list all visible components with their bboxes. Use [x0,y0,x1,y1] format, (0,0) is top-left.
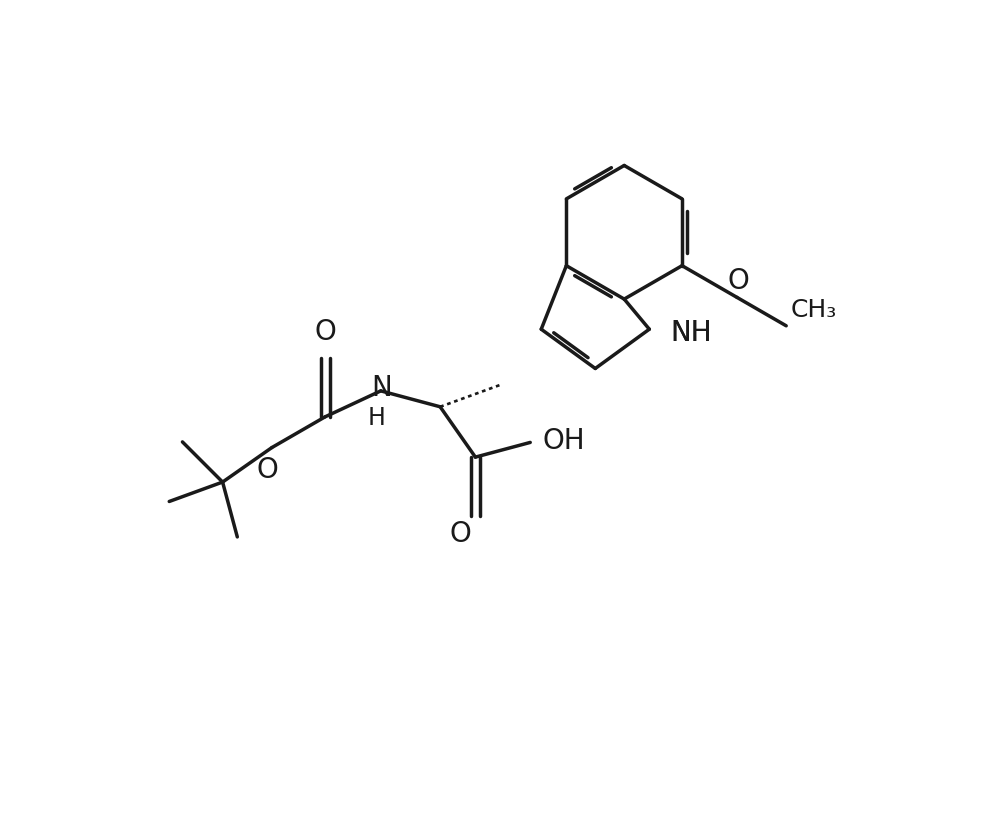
Text: N: N [371,374,391,402]
Text: NH: NH [670,319,711,347]
Text: NH: NH [670,319,711,347]
Text: CH₃: CH₃ [789,298,835,322]
Text: O: O [314,318,336,346]
Text: OH: OH [542,427,585,455]
Text: O: O [727,267,749,295]
Text: O: O [449,520,471,548]
Text: H: H [367,406,385,430]
Text: O: O [257,456,279,484]
